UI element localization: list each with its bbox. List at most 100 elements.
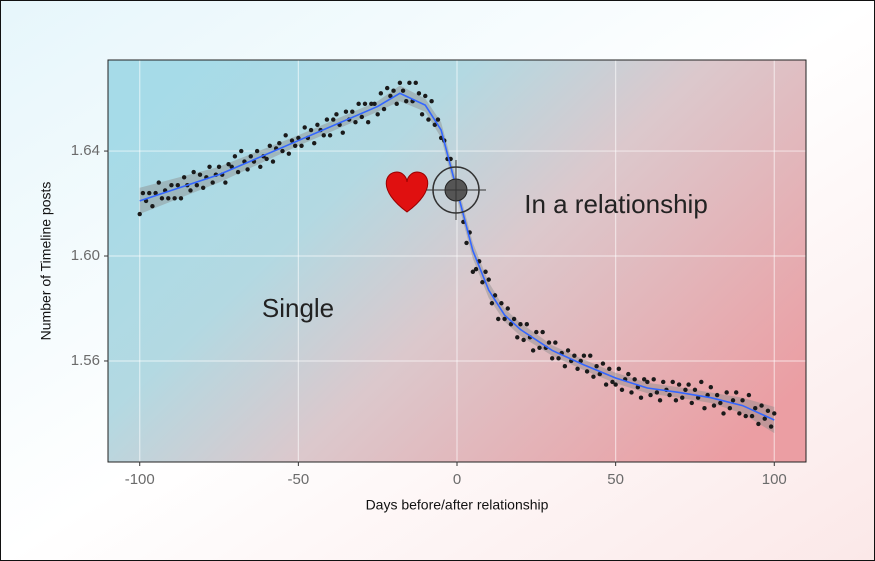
data-point bbox=[480, 280, 485, 285]
data-point bbox=[483, 269, 488, 274]
data-point bbox=[654, 390, 660, 395]
y-axis-title: Number of Timeline posts bbox=[38, 182, 54, 341]
data-point bbox=[756, 421, 761, 427]
data-point bbox=[416, 91, 422, 96]
x-tick-label: 100 bbox=[762, 471, 787, 488]
data-point bbox=[575, 366, 580, 372]
data-point bbox=[166, 196, 171, 201]
data-point bbox=[772, 411, 777, 416]
data-point bbox=[702, 406, 707, 411]
data-point bbox=[648, 392, 653, 398]
data-point bbox=[194, 182, 200, 188]
data-point bbox=[489, 301, 495, 306]
x-tick-label: 0 bbox=[453, 471, 461, 488]
data-point bbox=[540, 329, 545, 335]
data-point bbox=[258, 164, 263, 169]
data-point bbox=[407, 80, 412, 86]
data-point bbox=[147, 190, 152, 196]
data-point bbox=[432, 122, 437, 128]
data-point bbox=[765, 408, 771, 414]
data-point bbox=[350, 109, 355, 114]
data-point bbox=[749, 413, 755, 419]
data-point bbox=[153, 190, 158, 196]
data-point bbox=[423, 93, 428, 99]
data-point bbox=[721, 411, 726, 416]
data-point bbox=[496, 316, 501, 322]
data-point bbox=[670, 379, 675, 385]
data-point bbox=[737, 411, 742, 416]
data-point bbox=[473, 266, 479, 272]
data-point bbox=[277, 140, 282, 146]
data-point bbox=[397, 80, 403, 86]
data-point bbox=[232, 154, 238, 159]
data-point bbox=[188, 188, 193, 193]
data-point bbox=[667, 392, 672, 398]
data-point bbox=[689, 400, 694, 406]
data-point bbox=[632, 377, 637, 382]
data-point bbox=[245, 167, 250, 172]
x-tick-label: -50 bbox=[288, 471, 310, 488]
data-point bbox=[140, 190, 146, 196]
data-point bbox=[699, 379, 704, 385]
data-point bbox=[391, 88, 396, 93]
data-point bbox=[175, 182, 180, 188]
data-point bbox=[718, 400, 723, 406]
data-point bbox=[299, 143, 304, 149]
data-point bbox=[581, 353, 587, 358]
data-point bbox=[502, 316, 507, 322]
data-point bbox=[178, 196, 184, 201]
data-point bbox=[734, 390, 739, 395]
data-point bbox=[400, 88, 406, 93]
data-point bbox=[762, 416, 767, 421]
data-point bbox=[537, 345, 542, 351]
data-point bbox=[159, 196, 165, 201]
data-point bbox=[629, 390, 634, 395]
data-point bbox=[676, 382, 682, 387]
data-point bbox=[216, 164, 222, 169]
y-tick-label: 1.60 bbox=[71, 247, 100, 264]
data-point bbox=[289, 138, 295, 143]
data-point bbox=[714, 392, 720, 398]
data-point bbox=[378, 91, 384, 96]
data-point bbox=[464, 240, 469, 246]
data-point bbox=[137, 211, 142, 217]
data-point bbox=[600, 361, 606, 366]
data-point bbox=[267, 143, 273, 149]
data-point bbox=[365, 119, 371, 125]
data-point bbox=[334, 112, 339, 117]
data-point bbox=[613, 382, 618, 387]
data-point bbox=[264, 156, 269, 162]
y-tick-label: 1.56 bbox=[71, 352, 100, 369]
data-point bbox=[616, 366, 622, 372]
data-point bbox=[419, 112, 425, 117]
data-point bbox=[286, 151, 292, 156]
data-point bbox=[308, 127, 314, 133]
data-point bbox=[641, 377, 647, 382]
data-point bbox=[499, 301, 504, 306]
data-point bbox=[651, 377, 656, 382]
data-point bbox=[692, 387, 698, 393]
data-point bbox=[603, 382, 609, 387]
data-point bbox=[181, 175, 187, 180]
data-point bbox=[607, 366, 612, 372]
data-point bbox=[435, 117, 441, 122]
data-point bbox=[200, 185, 206, 190]
data-point bbox=[388, 93, 393, 99]
data-point bbox=[578, 358, 583, 364]
data-point bbox=[626, 371, 631, 377]
data-point bbox=[385, 85, 390, 91]
x-tick-label: 50 bbox=[607, 471, 624, 488]
data-point bbox=[156, 180, 161, 185]
data-point bbox=[768, 424, 774, 429]
data-point bbox=[315, 122, 320, 128]
data-point bbox=[375, 112, 380, 117]
data-point bbox=[727, 406, 733, 411]
data-point bbox=[381, 106, 387, 112]
data-point bbox=[235, 169, 241, 175]
data-point bbox=[711, 403, 717, 408]
data-point bbox=[191, 169, 196, 175]
data-point bbox=[226, 161, 231, 167]
data-point bbox=[207, 164, 212, 169]
x-axis-title: Days before/after relationship bbox=[366, 497, 549, 513]
data-point bbox=[591, 374, 596, 379]
